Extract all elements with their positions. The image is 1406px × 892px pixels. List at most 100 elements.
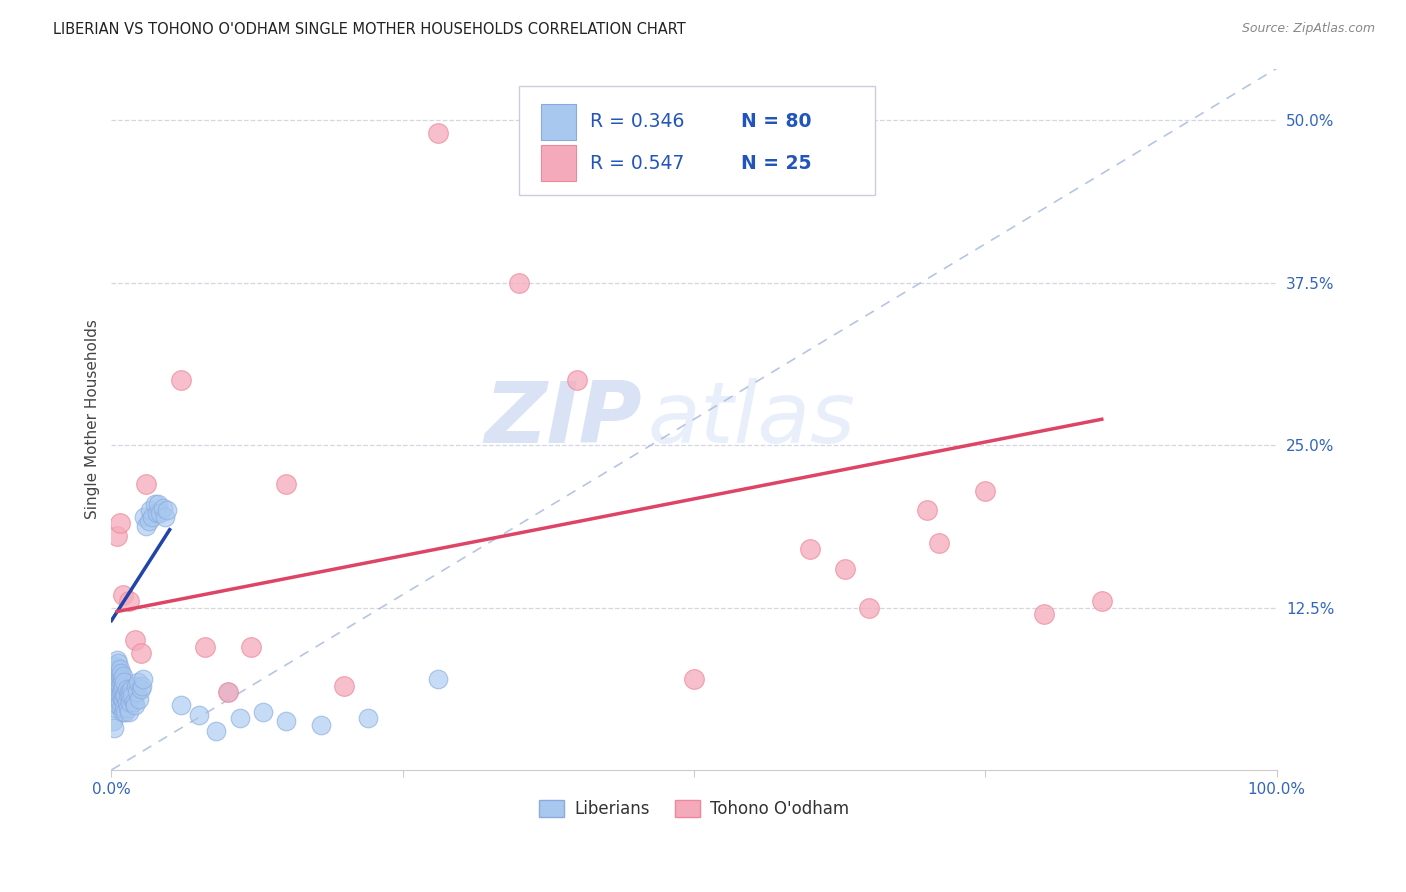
Point (153, 509, 176, 524)
Point (124, 698, 146, 712)
Point (217, 685, 239, 699)
Point (107, 682, 129, 697)
Point (114, 688, 136, 702)
Point (118, 705, 141, 719)
Point (357, 711, 380, 725)
Point (111, 691, 134, 706)
Point (105, 652, 128, 666)
Point (103, 722, 125, 736)
Point (108, 679, 131, 693)
Point (104, 679, 127, 693)
Point (156, 503, 179, 517)
Point (187, 708, 209, 723)
Point (128, 691, 150, 706)
Point (118, 594, 141, 608)
Text: LIBERIAN VS TOHONO O'ODHAM SINGLE MOTHER HOUSEHOLDS CORRELATION CHART: LIBERIAN VS TOHONO O'ODHAM SINGLE MOTHER… (53, 22, 686, 37)
Point (118, 688, 141, 702)
Point (170, 698, 193, 712)
Point (858, 600, 880, 615)
Point (127, 674, 149, 689)
Point (118, 685, 141, 699)
Point (115, 695, 138, 709)
Point (117, 700, 139, 714)
Point (135, 518, 157, 533)
Point (114, 705, 136, 719)
Point (125, 679, 148, 693)
Point (105, 659, 128, 673)
Point (112, 705, 135, 719)
Point (333, 679, 356, 693)
Point (105, 669, 128, 683)
Point (139, 503, 162, 517)
Point (309, 717, 332, 731)
FancyBboxPatch shape (541, 145, 576, 181)
Text: ZIP: ZIP (484, 377, 641, 461)
Point (276, 714, 298, 728)
Point (111, 672, 134, 686)
Point (508, 276, 530, 290)
Point (107, 674, 129, 689)
Point (132, 672, 155, 686)
FancyBboxPatch shape (519, 86, 875, 194)
Point (122, 695, 145, 709)
Point (131, 679, 153, 693)
Point (105, 691, 128, 706)
Point (108, 669, 131, 683)
Point (252, 705, 274, 719)
Point (105, 674, 128, 689)
Point (129, 682, 152, 697)
Point (110, 665, 132, 680)
Text: N = 80: N = 80 (741, 112, 811, 131)
Point (112, 679, 135, 693)
Point (112, 700, 135, 714)
Point (240, 640, 263, 654)
Point (228, 711, 250, 725)
Point (107, 698, 129, 712)
Point (170, 373, 193, 387)
Point (194, 640, 217, 654)
Point (112, 588, 135, 602)
Point (105, 662, 128, 676)
Point (111, 682, 134, 697)
Point (117, 688, 139, 702)
Point (276, 477, 298, 491)
Point (426, 672, 449, 686)
Point (205, 724, 228, 739)
Point (799, 542, 821, 557)
Point (108, 688, 131, 702)
Point (107, 657, 129, 671)
Text: N = 25: N = 25 (741, 153, 811, 173)
Point (567, 373, 589, 387)
Point (104, 700, 127, 714)
Point (108, 516, 131, 531)
Point (915, 503, 938, 517)
Y-axis label: Single Mother Households: Single Mother Households (86, 319, 100, 519)
Point (112, 691, 135, 706)
Point (112, 669, 135, 683)
Point (105, 688, 128, 702)
Point (834, 561, 856, 575)
Point (426, 127, 449, 141)
Point (108, 662, 131, 676)
Point (135, 477, 157, 491)
Point (110, 674, 132, 689)
Point (141, 509, 163, 524)
Point (974, 483, 997, 498)
Point (928, 535, 950, 549)
Point (108, 695, 131, 709)
Text: R = 0.346: R = 0.346 (591, 112, 685, 131)
Legend: Liberians, Tohono O'odham: Liberians, Tohono O'odham (533, 793, 855, 825)
Text: Source: ZipAtlas.com: Source: ZipAtlas.com (1241, 22, 1375, 36)
Point (149, 506, 172, 520)
Point (217, 685, 239, 699)
Point (110, 700, 132, 714)
Point (115, 682, 138, 697)
Text: atlas: atlas (647, 377, 855, 461)
Point (683, 672, 706, 686)
Point (112, 674, 135, 689)
Point (107, 665, 129, 680)
Point (138, 514, 160, 528)
Point (132, 509, 155, 524)
Point (143, 497, 166, 511)
Point (110, 685, 132, 699)
